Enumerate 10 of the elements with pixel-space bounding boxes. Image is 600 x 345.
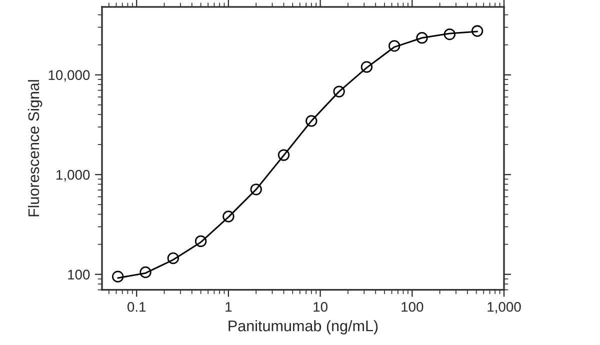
y-axis-title: Fluorescence Signal [28, 80, 42, 216]
x-tick-label: 0.1 [127, 302, 146, 312]
y-tick-label: 1,000 [56, 170, 90, 182]
x-axis-title: Panitumumab (ng/mL) [228, 320, 378, 334]
y-tick-label: 100 [68, 270, 90, 280]
y-tick-label: 10,000 [48, 70, 90, 82]
x-tick-label: 100 [402, 302, 424, 312]
x-tick-label: 1 [226, 302, 232, 312]
x-tick-label: 10 [314, 302, 328, 312]
x-tick-label: 1,000 [488, 302, 521, 314]
